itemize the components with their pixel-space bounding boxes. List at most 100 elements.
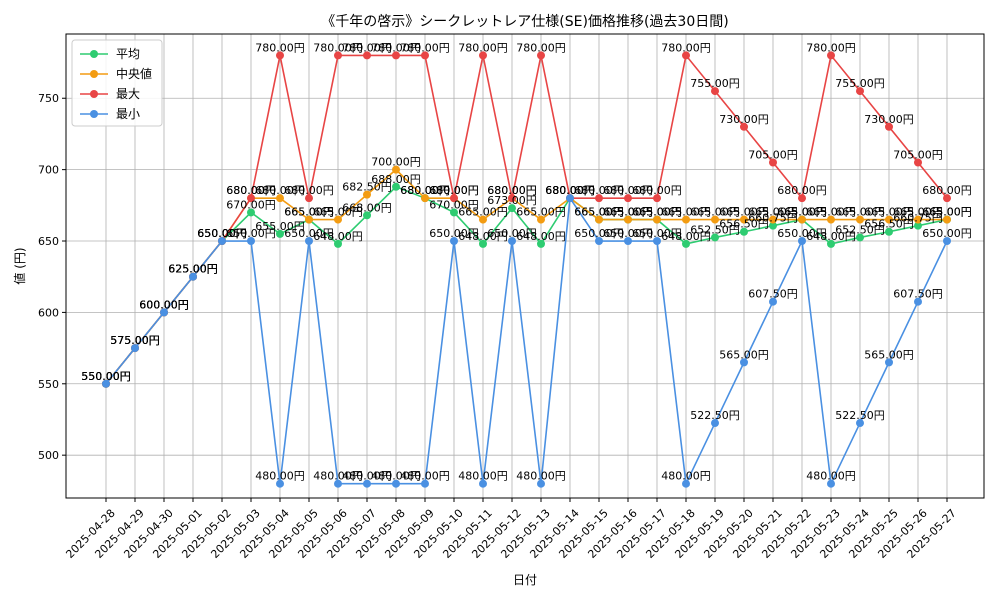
data-point (856, 419, 864, 428)
data-label: 522.50円 (835, 409, 885, 422)
series-layer (102, 51, 951, 488)
data-point (740, 358, 748, 367)
data-label: 780.00円 (313, 41, 363, 54)
data-point (247, 194, 255, 203)
data-label: 656.50円 (864, 218, 914, 231)
data-point (711, 233, 719, 242)
data-label: 780.00円 (661, 41, 711, 54)
data-point (827, 51, 835, 60)
data-label: 680.00円 (487, 184, 537, 197)
data-label: 648.00円 (458, 230, 508, 243)
data-label: 648.00円 (516, 230, 566, 243)
data-point (363, 211, 371, 220)
data-point (624, 194, 632, 203)
data-label: 665.00円 (632, 206, 682, 219)
data-label: 670.00円 (429, 198, 479, 211)
data-label: 652.50円 (690, 223, 740, 236)
data-label: 575.00円 (110, 334, 160, 347)
data-point (450, 208, 458, 217)
legend-label: 最大 (116, 87, 140, 101)
data-point (653, 215, 661, 224)
data-label: 755.00円 (690, 77, 740, 90)
legend-marker (90, 70, 98, 78)
data-label: 650.00円 (922, 227, 972, 240)
data-label: 680.00円 (400, 184, 450, 197)
data-point (508, 237, 516, 246)
data-point (653, 194, 661, 203)
data-point (595, 194, 603, 203)
data-label: 780.00円 (806, 41, 856, 54)
data-label: 680.00円 (284, 184, 334, 197)
data-label: 600.00円 (139, 298, 189, 311)
data-label: 600.00円 (139, 298, 189, 311)
data-labels-layer: 550.00円 575.00円 600.00円 625.00円 650.00円 670.0… (81, 41, 972, 482)
data-label: 665.00円 (574, 206, 624, 219)
data-label: 680.00円 (922, 184, 972, 197)
data-point (711, 215, 719, 224)
data-label: 665.00円 (458, 206, 508, 219)
data-label: 680.00円 (429, 184, 479, 197)
data-point (189, 272, 197, 281)
data-point (305, 237, 313, 246)
data-label: 673.00円 (487, 194, 537, 207)
x-axis-title: 日付 (513, 573, 537, 587)
data-point (711, 87, 719, 96)
data-label: 680.00円 (574, 184, 624, 197)
data-label: 665.00円 (864, 206, 914, 219)
data-label: 650.00円 (197, 227, 247, 240)
data-label: 680.00円 (400, 184, 450, 197)
data-label: 600.00円 (139, 298, 189, 311)
data-label: 565.00円 (719, 348, 769, 361)
data-point (305, 194, 313, 203)
data-point (276, 479, 284, 488)
data-label: 565.00円 (864, 348, 914, 361)
data-label: 655.00円 (255, 220, 305, 233)
data-label: 688.00円 (371, 173, 421, 186)
data-label: 680.00円 (226, 184, 276, 197)
data-label: 780.00円 (516, 41, 566, 54)
data-point (769, 297, 777, 306)
data-label: 480.00円 (255, 470, 305, 483)
y-tick-label: 550 (38, 378, 59, 391)
data-label: 665.00円 (719, 206, 769, 219)
data-label: 680.00円 (777, 184, 827, 197)
data-label: 650.00円 (632, 227, 682, 240)
legend-label: 平均 (116, 47, 140, 61)
data-point (334, 51, 342, 60)
data-point (885, 227, 893, 236)
data-point (595, 215, 603, 224)
data-point (624, 237, 632, 246)
data-point (682, 51, 690, 60)
y-axis-title: 値 (円) (12, 247, 27, 284)
plot-frame (65, 33, 985, 499)
data-point (798, 237, 806, 246)
series-line (105, 185, 948, 385)
data-point (276, 229, 284, 238)
data-label: 480.00円 (342, 470, 392, 483)
data-label: 730.00円 (864, 113, 914, 126)
data-label: 680.00円 (255, 184, 305, 197)
data-label: 665.00円 (777, 206, 827, 219)
data-point (885, 122, 893, 131)
data-label: 625.00円 (168, 263, 218, 276)
data-label: 607.50円 (748, 288, 798, 301)
data-point (131, 344, 139, 353)
data-label: 780.00円 (400, 41, 450, 54)
data-point (537, 51, 545, 60)
data-label: 650.00円 (777, 227, 827, 240)
data-label: 665.00円 (632, 206, 682, 219)
data-point (421, 479, 429, 488)
data-label: 650.00円 (284, 227, 334, 240)
data-label: 625.00円 (168, 263, 218, 276)
data-label: 665.00円 (284, 206, 334, 219)
data-label: 550.00円 (81, 370, 131, 383)
data-point (392, 182, 400, 191)
data-label: 650.00円 (429, 227, 479, 240)
data-label: 550.00円 (81, 370, 131, 383)
data-point (914, 158, 922, 167)
data-label: 648.00円 (806, 230, 856, 243)
series-line (105, 53, 948, 385)
data-label: 705.00円 (893, 148, 943, 161)
data-label: 550.00円 (81, 370, 131, 383)
